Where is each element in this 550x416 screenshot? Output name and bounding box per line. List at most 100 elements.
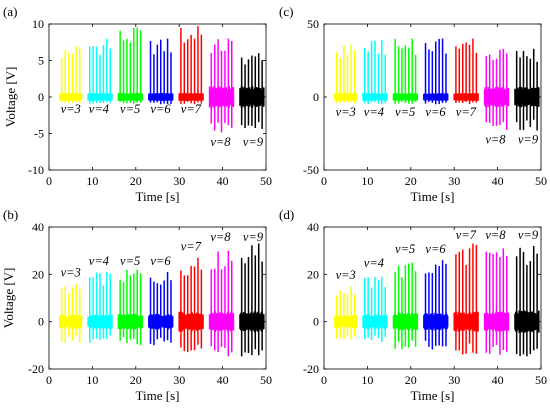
series-annotation: v=5 bbox=[120, 254, 140, 268]
panel-b: (b)v=3v=4 v=5 v=6v=7v=8 v=90 10 20 30 40 50-2002… bbox=[1, 207, 272, 403]
series-v-9 bbox=[239, 243, 265, 357]
y-tick-label: 40 bbox=[32, 220, 44, 234]
x-tick-label: 30 bbox=[448, 373, 460, 387]
x-tick-label: 50 bbox=[260, 373, 272, 387]
series-annotation: v=3 bbox=[336, 105, 356, 119]
series-v-5 bbox=[392, 38, 419, 104]
series-v-4 bbox=[362, 276, 388, 343]
y-tick-label: 0 bbox=[38, 315, 44, 329]
panel-label: (d) bbox=[279, 207, 294, 222]
series-annotation: v=9 bbox=[243, 230, 264, 244]
y-tick-label: -10 bbox=[28, 163, 44, 177]
x-tick-label: 40 bbox=[217, 174, 229, 188]
y-tick-label: -5 bbox=[34, 127, 44, 141]
series-v-8 bbox=[483, 48, 510, 130]
series-v-6 bbox=[148, 38, 174, 105]
x-tick-label: 30 bbox=[448, 174, 460, 188]
plot-frame bbox=[48, 226, 267, 370]
series-v-3 bbox=[334, 44, 358, 104]
series-annotation: v=4 bbox=[89, 254, 109, 268]
series-annotation: v=4 bbox=[364, 256, 384, 270]
series-annotation: v=5 bbox=[395, 242, 415, 256]
x-tick-label: 10 bbox=[361, 174, 373, 188]
series-annotation: v=6 bbox=[150, 254, 171, 268]
series-v-7 bbox=[453, 38, 479, 105]
series-v-6 bbox=[423, 260, 449, 350]
y-tick-label: 0 bbox=[38, 90, 44, 104]
series-v-7 bbox=[178, 26, 204, 105]
series-v-4 bbox=[362, 40, 388, 105]
series-annotation: v=8 bbox=[210, 135, 231, 149]
y-tick-label: 40 bbox=[307, 220, 319, 234]
series-v-9 bbox=[239, 53, 265, 129]
series-annotation: v=9 bbox=[518, 228, 539, 242]
panel-label: (a) bbox=[3, 4, 17, 19]
series-v-5 bbox=[392, 262, 419, 350]
x-tick-label: 0 bbox=[46, 373, 52, 387]
series-v-9 bbox=[514, 245, 540, 357]
series-v-8 bbox=[208, 38, 235, 133]
panel-label: (b) bbox=[3, 207, 18, 222]
y-axis-label: Voltage [V] bbox=[1, 268, 16, 329]
y-tick-label: 0 bbox=[313, 315, 319, 329]
series-annotation: v=4 bbox=[89, 102, 109, 116]
series-annotation: v=7 bbox=[456, 228, 477, 242]
y-tick-label: 5 bbox=[38, 54, 44, 68]
x-axis-label: Time [s] bbox=[411, 388, 455, 403]
x-axis-label: Time [s] bbox=[136, 189, 180, 204]
series-v-3 bbox=[59, 283, 83, 343]
series-v-4 bbox=[87, 38, 113, 104]
x-tick-label: 10 bbox=[361, 373, 373, 387]
x-tick-label: 50 bbox=[535, 174, 547, 188]
panel-d: (d)v=3v=4v=5 v=6v=7 v=8 v=90 10 20 30 40 50-2002… bbox=[279, 207, 547, 403]
series-annotation: v=4 bbox=[364, 105, 384, 119]
x-tick-label: 20 bbox=[405, 174, 417, 188]
x-tick-label: 40 bbox=[217, 373, 229, 387]
series-annotation: v=5 bbox=[120, 102, 140, 116]
plot-frame bbox=[323, 226, 542, 370]
series-annotation: v=3 bbox=[61, 266, 81, 280]
y-tick-label: 50 bbox=[307, 17, 319, 31]
y-tick-label: 10 bbox=[32, 17, 44, 31]
x-tick-label: 20 bbox=[130, 373, 142, 387]
x-tick-label: 30 bbox=[173, 174, 185, 188]
series-annotation: v=7 bbox=[456, 105, 477, 119]
series-v-5 bbox=[117, 27, 144, 104]
series-annotation: v=7 bbox=[181, 102, 202, 116]
x-tick-label: 10 bbox=[86, 373, 98, 387]
x-tick-label: 20 bbox=[130, 174, 142, 188]
x-tick-label: 40 bbox=[492, 174, 504, 188]
series-v-3 bbox=[59, 45, 83, 104]
series-v-6 bbox=[148, 271, 174, 346]
series-v-8 bbox=[483, 248, 510, 355]
y-tick-label: 20 bbox=[32, 267, 44, 281]
series-v-9 bbox=[514, 48, 540, 131]
series-v-7 bbox=[453, 243, 479, 355]
y-tick-label: -20 bbox=[28, 362, 44, 376]
x-tick-label: 50 bbox=[260, 174, 272, 188]
series-v-5 bbox=[117, 269, 144, 346]
y-tick-label: 20 bbox=[307, 267, 319, 281]
series-v-8 bbox=[208, 250, 235, 357]
x-tick-label: 0 bbox=[321, 373, 327, 387]
y-tick-label: -20 bbox=[303, 362, 319, 376]
y-tick-label: 0 bbox=[313, 90, 319, 104]
series-annotation: v=3 bbox=[61, 102, 81, 116]
series-annotation: v=5 bbox=[395, 105, 415, 119]
series-annotation: v=7 bbox=[181, 240, 202, 254]
series-v-4 bbox=[87, 271, 113, 343]
series-v-6 bbox=[423, 38, 449, 105]
series-annotation: v=8 bbox=[485, 228, 506, 242]
y-tick-label: -50 bbox=[303, 163, 319, 177]
x-tick-label: 0 bbox=[46, 174, 52, 188]
series-annotation: v=3 bbox=[336, 268, 356, 282]
x-tick-label: 40 bbox=[492, 373, 504, 387]
x-axis-label: Time [s] bbox=[136, 388, 180, 403]
series-annotation: v=9 bbox=[518, 133, 539, 147]
series-annotation: v=6 bbox=[425, 242, 446, 256]
series-v-7 bbox=[178, 257, 204, 353]
x-tick-label: 20 bbox=[405, 373, 417, 387]
x-tick-label: 30 bbox=[173, 373, 185, 387]
series-annotation: v=9 bbox=[243, 135, 264, 149]
